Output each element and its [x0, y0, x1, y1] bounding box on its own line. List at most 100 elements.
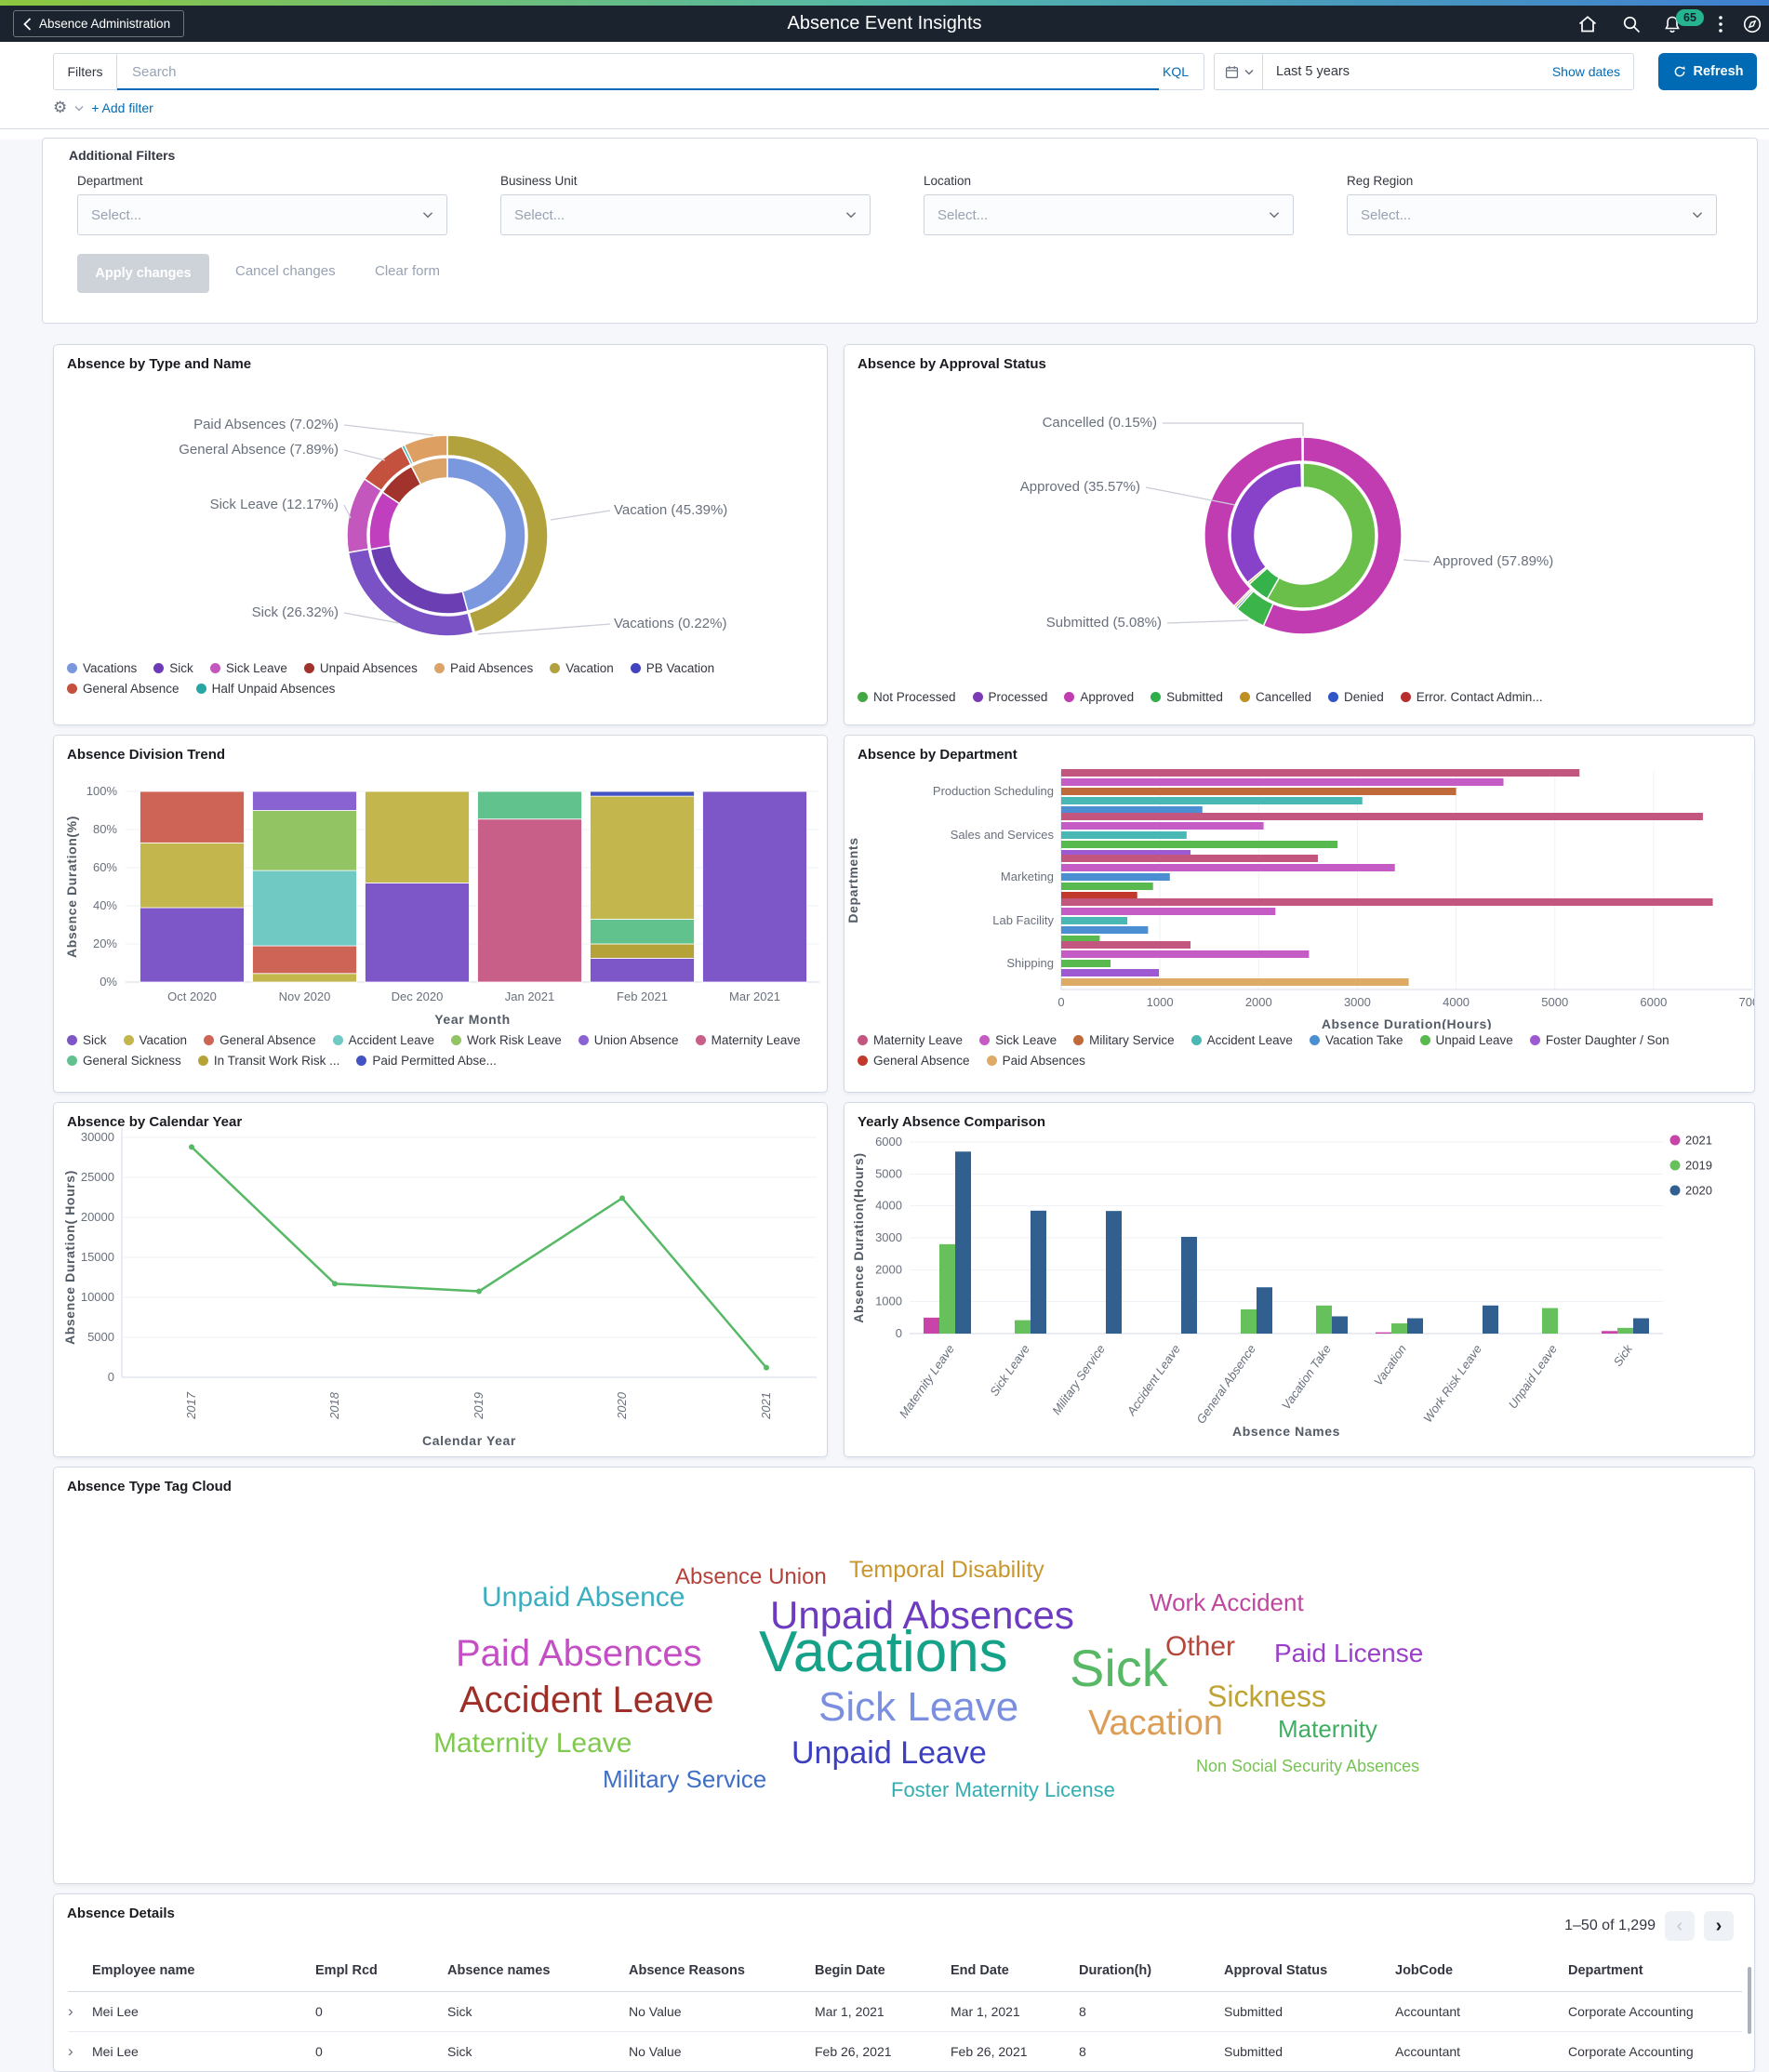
- legend-item[interactable]: Maternity Leave: [858, 1033, 963, 1047]
- legend-item[interactable]: PB Vacation: [630, 661, 714, 675]
- tag-word[interactable]: Paid License: [1274, 1639, 1424, 1667]
- legend-item[interactable]: General Absence: [858, 1054, 970, 1068]
- notifications-bell-icon[interactable]: [1661, 13, 1683, 35]
- tag-word[interactable]: Work Accident: [1150, 1588, 1304, 1616]
- tag-word[interactable]: Absence Union: [675, 1564, 827, 1589]
- legend-item[interactable]: Paid Permitted Abse...: [356, 1054, 497, 1068]
- legend-dot: [1073, 1035, 1084, 1045]
- kql-button[interactable]: KQL: [1162, 64, 1189, 79]
- svg-text:2020: 2020: [615, 1391, 629, 1420]
- column-header[interactable]: Begin Date: [815, 1954, 951, 1992]
- legend-item[interactable]: Work Risk Leave: [450, 1033, 562, 1047]
- column-header[interactable]: Absence names: [447, 1954, 629, 1992]
- navbar-compass-icon[interactable]: [1741, 13, 1763, 35]
- time-range-value[interactable]: Last 5 years: [1276, 64, 1350, 79]
- tag-word[interactable]: Temporal Disability: [849, 1557, 1044, 1583]
- tag-word[interactable]: Accident Leave: [459, 1680, 714, 1720]
- legend-item[interactable]: Vacations: [67, 661, 137, 675]
- expand-row-chevron-icon[interactable]: ›: [68, 2002, 73, 2020]
- expand-row-chevron-icon[interactable]: ›: [68, 2042, 73, 2060]
- legend-item[interactable]: Half Unpaid Absences: [195, 682, 335, 696]
- home-icon[interactable]: [1576, 13, 1599, 35]
- card-absence-by-type-and-name: Absence by Type and Name Paid Absences (…: [53, 344, 828, 725]
- tag-word[interactable]: Military Service: [603, 1765, 767, 1793]
- department-select[interactable]: Select...: [77, 194, 447, 235]
- tag-word[interactable]: Maternity: [1278, 1715, 1377, 1743]
- legend-item[interactable]: Not Processed: [858, 690, 956, 704]
- calendar-button[interactable]: [1215, 54, 1263, 89]
- legend-item[interactable]: General Sickness: [67, 1054, 181, 1068]
- tag-word[interactable]: Maternity Leave: [433, 1728, 632, 1759]
- legend-item[interactable]: Sick: [153, 661, 193, 675]
- filters-toggle[interactable]: Filters: [54, 54, 117, 89]
- legend-dot: [67, 1056, 77, 1066]
- gear-icon[interactable]: ⚙: [53, 99, 68, 116]
- tag-word[interactable]: Sickness: [1207, 1680, 1327, 1713]
- column-header[interactable]: Absence Reasons: [629, 1954, 815, 1992]
- search-icon[interactable]: [1620, 13, 1643, 35]
- chevron-down-icon: [845, 212, 857, 219]
- column-header[interactable]: Approval Status: [1224, 1954, 1395, 1992]
- tag-word[interactable]: Other: [1165, 1631, 1236, 1662]
- legend-item[interactable]: Processed: [972, 690, 1047, 704]
- legend-item[interactable]: Accident Leave: [332, 1033, 434, 1047]
- division-trend-legend: Sick Vacation General Absence Accident Leav…: [67, 1033, 816, 1068]
- refresh-button[interactable]: Refresh: [1658, 53, 1757, 90]
- legend-item[interactable]: Error. Contact Admin...: [1400, 690, 1543, 704]
- tag-word[interactable]: Non Social Security Absences: [1196, 1757, 1420, 1775]
- legend-item[interactable]: Paid Absences: [433, 661, 533, 675]
- legend-item[interactable]: Approved: [1064, 690, 1134, 704]
- column-header[interactable]: Employee name: [92, 1954, 315, 1992]
- legend-item[interactable]: Sick Leave: [209, 661, 287, 675]
- legend-item[interactable]: Sick: [67, 1033, 107, 1047]
- kebab-menu-icon[interactable]: [1709, 13, 1732, 35]
- back-button[interactable]: Absence Administration: [13, 10, 185, 37]
- legend-item[interactable]: General Absence: [67, 682, 180, 696]
- tag-word[interactable]: Paid Absences: [456, 1633, 702, 1674]
- column-header[interactable]: Duration(h): [1079, 1954, 1224, 1992]
- legend-item[interactable]: Foster Daughter / Son: [1529, 1033, 1669, 1047]
- legend-item[interactable]: Unpaid Absences: [303, 661, 418, 675]
- legend-item[interactable]: Cancelled: [1239, 690, 1311, 704]
- legend-item[interactable]: Unpaid Leave: [1419, 1033, 1513, 1047]
- legend-item[interactable]: Accident Leave: [1190, 1033, 1293, 1047]
- legend-item[interactable]: Maternity Leave: [695, 1033, 801, 1047]
- legend-item[interactable]: General Absence: [204, 1033, 316, 1047]
- tag-word[interactable]: Foster Maternity License: [891, 1778, 1115, 1801]
- business-unit-select[interactable]: Select...: [500, 194, 871, 235]
- tag-word[interactable]: Unpaid Leave: [791, 1735, 987, 1771]
- legend-item[interactable]: Vacation: [550, 661, 614, 675]
- search-input[interactable]: [117, 63, 1148, 80]
- pagination-prev-button[interactable]: ‹: [1665, 1911, 1695, 1941]
- legend-item[interactable]: Military Service: [1073, 1033, 1175, 1047]
- reg-region-select[interactable]: Select...: [1347, 194, 1717, 235]
- tag-word[interactable]: Vacation: [1088, 1704, 1224, 1743]
- table-scrollbar[interactable]: [1748, 1967, 1751, 2034]
- svg-text:Cancelled (0.15%): Cancelled (0.15%): [1043, 415, 1157, 431]
- apply-changes-button[interactable]: Apply changes: [77, 254, 209, 293]
- column-header[interactable]: End Date: [951, 1954, 1079, 1992]
- svg-text:0: 0: [108, 1370, 114, 1384]
- tag-word[interactable]: Vacations: [759, 1620, 1008, 1684]
- clear-form-button[interactable]: Clear form: [375, 263, 441, 279]
- tag-word[interactable]: Sick: [1070, 1639, 1168, 1697]
- location-select[interactable]: Select...: [924, 194, 1294, 235]
- show-dates-link[interactable]: Show dates: [1551, 64, 1620, 79]
- tag-word[interactable]: Sick Leave: [818, 1684, 1019, 1730]
- legend-item[interactable]: Denied: [1327, 690, 1384, 704]
- legend-item[interactable]: Union Absence: [578, 1033, 679, 1047]
- legend-item[interactable]: Vacation Take: [1309, 1033, 1403, 1047]
- cancel-changes-button[interactable]: Cancel changes: [235, 263, 336, 279]
- column-header[interactable]: Department: [1568, 1954, 1742, 1992]
- legend-item[interactable]: In Transit Work Risk ...: [197, 1054, 339, 1068]
- legend-item[interactable]: Paid Absences: [986, 1054, 1085, 1068]
- legend-item[interactable]: Vacation: [123, 1033, 187, 1047]
- column-header[interactable]: Empl Rcd: [315, 1954, 447, 1992]
- add-filter-link[interactable]: + Add filter: [91, 100, 153, 115]
- legend-item[interactable]: Sick Leave: [979, 1033, 1057, 1047]
- tag-word[interactable]: Unpaid Absences: [770, 1593, 1074, 1637]
- tag-word[interactable]: Unpaid Absence: [482, 1582, 685, 1613]
- legend-item[interactable]: Submitted: [1151, 690, 1223, 704]
- pagination-next-button[interactable]: ›: [1704, 1911, 1734, 1941]
- column-header[interactable]: JobCode: [1395, 1954, 1568, 1992]
